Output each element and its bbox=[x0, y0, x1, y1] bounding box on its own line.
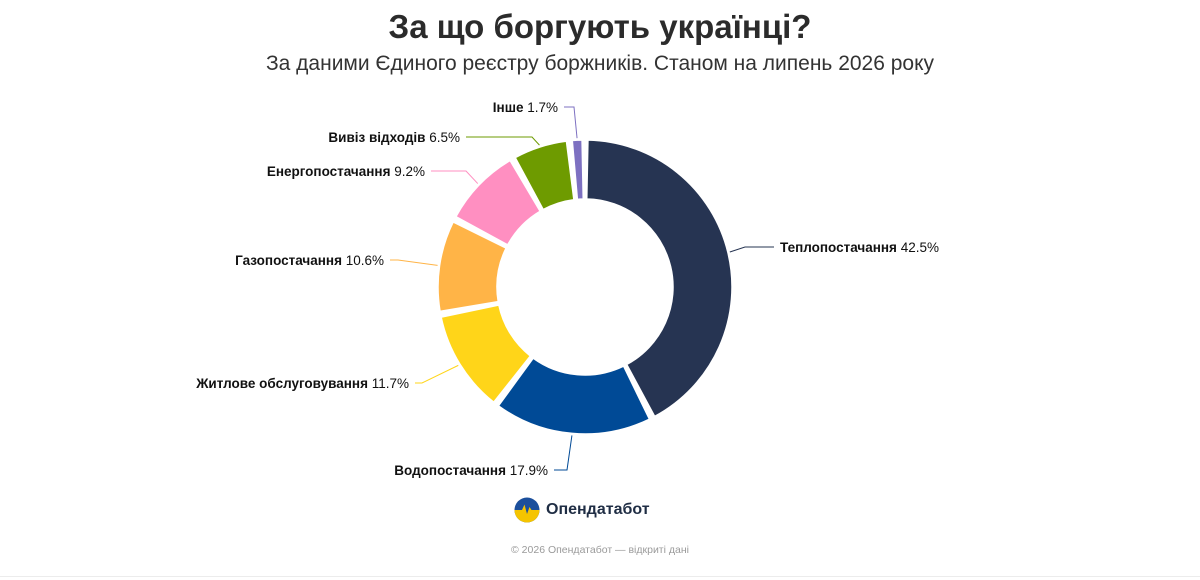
slice-label-name-1: Водопостачання bbox=[394, 463, 506, 478]
chart-subtitle: За даними Єдиного реєстру боржників. Ста… bbox=[265, 52, 935, 75]
slice-label-0: Теплопостачання 42.5% bbox=[780, 240, 939, 255]
leader-line-1 bbox=[554, 435, 573, 471]
chart-title: За що боргують українці? bbox=[388, 8, 812, 45]
slice-5[interactable] bbox=[514, 140, 575, 211]
leader-line-5 bbox=[466, 136, 540, 146]
slice-6[interactable] bbox=[571, 139, 584, 201]
bottom-divider bbox=[0, 576, 1200, 577]
slice-2[interactable] bbox=[440, 304, 532, 404]
footer-copyright: © 2026 Опендатабот — відкриті дані bbox=[511, 544, 689, 556]
slice-label-value-4: 9.2% bbox=[390, 164, 425, 179]
leader-line-4 bbox=[431, 170, 479, 184]
brand: Опендатабот bbox=[514, 496, 650, 524]
slice-label-name-5: Вивіз відходів bbox=[328, 130, 425, 145]
slice-labels: Теплопостачання 42.5% Водопостачання 17.9… bbox=[195, 100, 939, 478]
slice-label-name-2: Житлове обслуговування bbox=[195, 376, 368, 391]
slice-label-4: Енергопостачання 9.2% bbox=[267, 164, 425, 179]
slice-3[interactable] bbox=[437, 221, 507, 313]
slice-label-value-5: 6.5% bbox=[425, 130, 460, 145]
leader-line-0 bbox=[729, 246, 774, 253]
donut-slices bbox=[437, 139, 733, 435]
leader-line-6 bbox=[564, 106, 578, 139]
slice-label-3: Газопостачання 10.6% bbox=[235, 253, 384, 268]
slice-label-value-1: 17.9% bbox=[506, 463, 548, 478]
slice-label-name-6: Інше bbox=[493, 100, 524, 115]
slice-label-value-3: 10.6% bbox=[342, 253, 384, 268]
slice-label-name-0: Теплопостачання bbox=[780, 240, 897, 255]
slice-label-value-6: 1.7% bbox=[523, 100, 558, 115]
brand-name: Опендатабот bbox=[546, 501, 650, 518]
slice-4[interactable] bbox=[455, 159, 541, 246]
slice-0[interactable] bbox=[586, 139, 733, 418]
slice-label-1: Водопостачання 17.9% bbox=[394, 463, 548, 478]
slice-label-5: Вивіз відходів 6.5% bbox=[328, 130, 460, 145]
slice-label-2: Житлове обслуговування 11.7% bbox=[195, 376, 409, 391]
leader-line-2 bbox=[415, 364, 459, 384]
slice-1[interactable] bbox=[497, 357, 651, 435]
slice-label-value-0: 42.5% bbox=[897, 240, 939, 255]
slice-label-name-4: Енергопостачання bbox=[267, 164, 391, 179]
slice-label-6: Інше 1.7% bbox=[493, 100, 558, 115]
leader-line-3 bbox=[390, 259, 438, 266]
slice-label-name-3: Газопостачання bbox=[235, 253, 342, 268]
slice-label-value-2: 11.7% bbox=[368, 376, 409, 391]
opendatabot-logo-icon bbox=[514, 497, 540, 523]
leader-lines bbox=[390, 106, 774, 471]
